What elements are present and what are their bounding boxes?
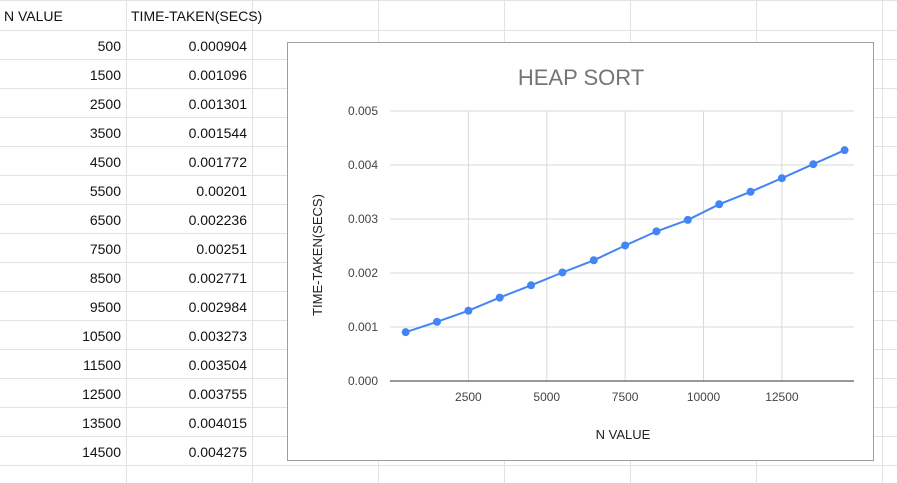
x-tick-label: 10000 <box>687 390 721 404</box>
cell-n-value[interactable]: 7500 <box>89 241 121 257</box>
column-header-n-value[interactable]: N VALUE <box>4 8 63 24</box>
data-point <box>464 306 473 315</box>
data-point <box>809 160 818 169</box>
x-tick-label: 7500 <box>612 390 639 404</box>
cell-time-taken[interactable]: 0.002984 <box>188 299 247 315</box>
data-point <box>683 215 692 224</box>
column-header-time-taken[interactable]: TIME-TAKEN(SECS) <box>131 8 263 24</box>
data-point <box>558 268 567 277</box>
cell-time-taken[interactable]: 0.002771 <box>188 270 247 286</box>
y-tick-label: 0.001 <box>348 320 378 334</box>
cell-time-taken[interactable]: 0.001772 <box>188 154 247 170</box>
cell-n-value[interactable]: 3500 <box>89 125 121 141</box>
cell-time-taken[interactable]: 0.001301 <box>188 96 247 112</box>
y-tick-label: 0.002 <box>348 266 378 280</box>
data-point <box>777 174 786 183</box>
chart-title: HEAP SORT <box>518 65 644 90</box>
cell-time-taken[interactable]: 0.003755 <box>188 386 247 402</box>
cell-n-value[interactable]: 14500 <box>82 444 121 460</box>
data-point <box>527 281 536 290</box>
cell-n-value[interactable]: 11500 <box>83 357 121 373</box>
cell-n-value[interactable]: 500 <box>97 38 121 54</box>
cell-n-value[interactable]: 4500 <box>89 154 121 170</box>
cell-time-taken[interactable]: 0.001544 <box>188 125 247 141</box>
cell-time-taken[interactable]: 0.00201 <box>196 183 247 199</box>
x-tick-label: 5000 <box>533 390 560 404</box>
data-point <box>715 200 724 209</box>
cell-time-taken[interactable]: 0.004015 <box>188 415 247 431</box>
chart-svg: HEAP SORT N VALUE TIME-TAKEN(SECS) 0.000… <box>310 65 854 442</box>
y-tick-label: 0.004 <box>348 158 378 172</box>
y-tick-label: 0.003 <box>348 212 378 226</box>
cell-n-value[interactable]: 2500 <box>89 96 121 112</box>
cell-time-taken[interactable]: 0.004275 <box>188 444 247 460</box>
cell-n-value[interactable]: 12500 <box>82 386 121 402</box>
y-tick-label: 0.005 <box>348 104 378 118</box>
cell-n-value[interactable]: 5500 <box>89 183 121 199</box>
cell-n-value[interactable]: 6500 <box>89 212 121 228</box>
cell-n-value[interactable]: 13500 <box>82 415 121 431</box>
x-tick-label: 2500 <box>455 390 482 404</box>
y-tick-label: 0.000 <box>348 374 378 388</box>
data-point <box>433 317 442 326</box>
y-axis-label: TIME-TAKEN(SECS) <box>310 194 325 316</box>
data-point <box>621 241 630 250</box>
cell-time-taken[interactable]: 0.001096 <box>188 67 247 83</box>
cell-time-taken[interactable]: 0.00251 <box>196 241 247 257</box>
cell-time-taken[interactable]: 0.002236 <box>188 212 247 228</box>
cell-n-value[interactable]: 8500 <box>89 270 121 286</box>
data-point <box>840 146 849 155</box>
x-axis-label: N VALUE <box>596 427 651 442</box>
cell-time-taken[interactable]: 0.000904 <box>188 38 247 54</box>
data-point <box>401 328 410 337</box>
cell-n-value[interactable]: 9500 <box>89 299 121 315</box>
data-point <box>652 227 661 236</box>
cell-n-value[interactable]: 1500 <box>89 67 121 83</box>
x-tick-label: 12500 <box>765 390 799 404</box>
heap-sort-chart[interactable]: HEAP SORT N VALUE TIME-TAKEN(SECS) 0.000… <box>287 42 874 461</box>
data-point <box>589 256 598 265</box>
data-point <box>746 187 755 196</box>
data-point <box>495 293 504 302</box>
cell-time-taken[interactable]: 0.003273 <box>188 328 247 344</box>
cell-n-value[interactable]: 10500 <box>82 328 121 344</box>
cell-time-taken[interactable]: 0.003504 <box>188 357 247 373</box>
